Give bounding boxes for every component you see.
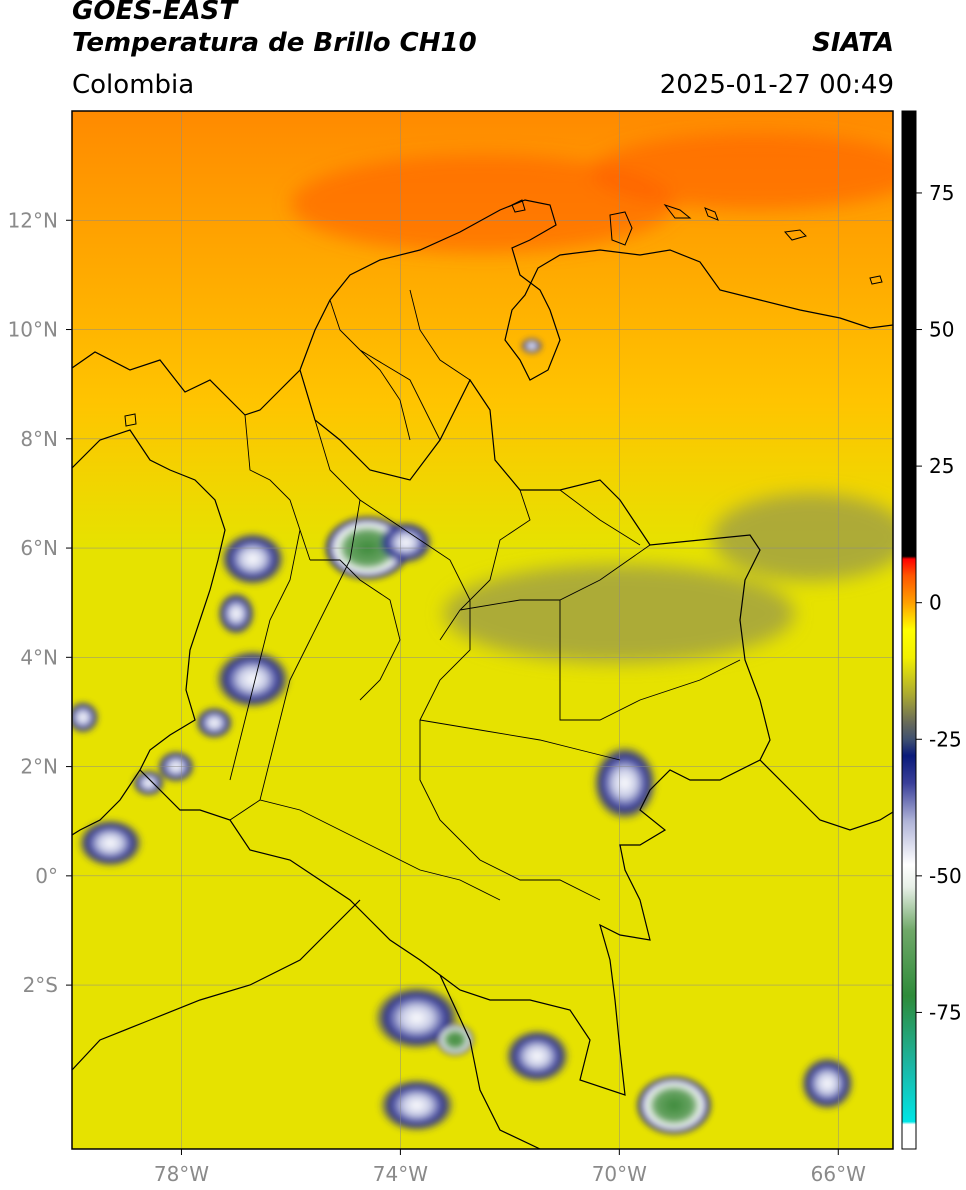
latitude-tick-label: 10°N (8, 318, 58, 342)
latitude-tick-label: 6°N (20, 536, 58, 560)
cold-cloud-top (378, 520, 434, 565)
longitude-tick-label: 70°W (592, 1162, 647, 1186)
cold-cloud-top (72, 701, 100, 734)
latitude-tick-label: 2°N (20, 755, 58, 779)
latitude-tick-label: 2°S (23, 973, 58, 997)
peru-ecuador-border (72, 899, 361, 1071)
cold-cloud-top (378, 1077, 456, 1133)
longitude-tick-label: 78°W (154, 1162, 209, 1186)
colorbar-frame (901, 110, 917, 1150)
colorbar-tick-label: 25 (929, 454, 954, 478)
convective-cloud-layer (72, 337, 855, 1136)
latitude-tick-label: 12°N (8, 208, 58, 232)
graticule (72, 111, 893, 1149)
cold-cloud-top (77, 818, 144, 868)
colorbar-tick-label: 50 (929, 318, 954, 342)
deep-convection-core (635, 1075, 713, 1136)
cold-cloud-top (520, 337, 543, 355)
peru-brazil-border (439, 974, 541, 1149)
longitude-axis: 78°W 74°W 70°W 66°W (154, 1149, 866, 1186)
product-title: Temperatura de Brillo CH10 (72, 28, 477, 58)
colorbar-ticks: 75 50 25 0 -25 -50 -75 (916, 181, 962, 1024)
timestamp-label: 2025-01-27 00:49 (659, 70, 894, 100)
warm-band (290, 154, 675, 254)
colorbar: 75 50 25 0 -25 -50 -75 (901, 110, 962, 1150)
venezuela-brazil-border (759, 759, 893, 831)
cold-cloud-top (219, 531, 286, 587)
warm-band (592, 132, 893, 210)
colorbar-ramp (902, 111, 916, 1149)
colorbar-tick-label: 0 (929, 591, 942, 615)
colorbar-tick-label: -25 (929, 727, 962, 751)
cold-cloud-top (214, 649, 291, 710)
longitude-tick-label: 74°W (373, 1162, 428, 1186)
department-borders (229, 289, 741, 901)
warm-band-layer (290, 132, 893, 254)
cold-cloud-top (799, 1056, 855, 1111)
deep-convection-core (435, 1023, 475, 1057)
region-label: Colombia (72, 70, 195, 100)
colorbar-tick-label: -75 (929, 1000, 962, 1024)
cold-cloud-top (217, 591, 256, 636)
latitude-tick-label: 4°N (20, 645, 58, 669)
map-panel (72, 111, 893, 1149)
country-borders (72, 199, 893, 1149)
cold-cloud-top (591, 744, 658, 822)
pacific-coastline (72, 429, 226, 836)
dry-air-band (712, 493, 893, 581)
cold-cloud-top (195, 706, 234, 740)
cold-cloud-top (504, 1028, 571, 1084)
colombia-border (139, 369, 771, 1096)
caribbean-islands (124, 199, 883, 427)
colorbar-tick-label: 75 (929, 181, 954, 205)
latitude-tick-label: 0° (35, 864, 58, 888)
caribbean-coastline (72, 199, 893, 416)
latitude-tick-label: 8°N (20, 427, 58, 451)
satellite-title: GOES-EAST (72, 0, 238, 26)
organization-label: SIATA (812, 28, 894, 58)
cold-cloud-top (132, 769, 166, 797)
latitude-axis: 12°N 10°N 8°N 6°N 4°N 2°N 0° 2°S (8, 208, 72, 997)
longitude-tick-label: 66°W (811, 1162, 866, 1186)
colorbar-tick-label: -50 (929, 864, 962, 888)
map-frame (71, 110, 894, 1150)
